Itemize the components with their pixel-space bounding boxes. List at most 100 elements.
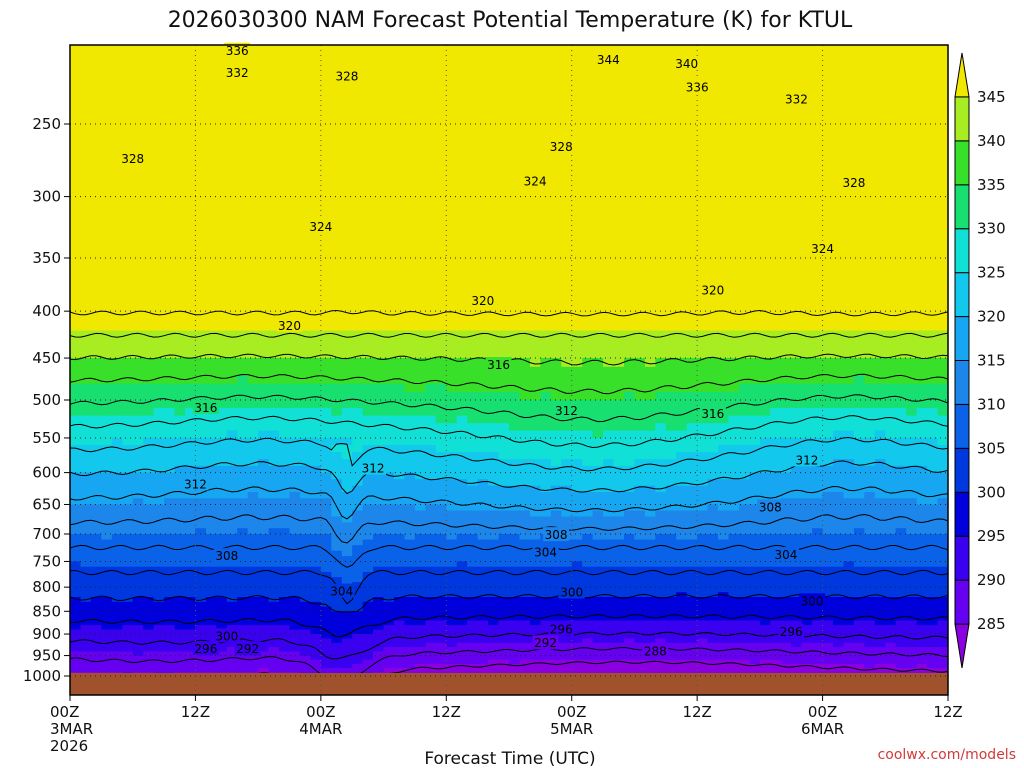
field-cell — [310, 539, 322, 546]
field-cell — [571, 280, 583, 292]
field-cell — [561, 375, 573, 385]
field-cell — [456, 196, 468, 211]
field-cell — [300, 485, 312, 493]
field-cell — [435, 472, 447, 480]
field-cell — [582, 566, 594, 573]
field-cell — [205, 592, 217, 598]
field-cell — [697, 169, 709, 184]
field-cell — [446, 550, 458, 557]
field-cell — [707, 601, 719, 608]
field-cell — [195, 634, 207, 639]
field-cell — [540, 611, 552, 617]
field-cell — [143, 485, 155, 493]
field-cell — [634, 534, 646, 541]
field-cell — [310, 154, 322, 170]
field-cell — [143, 663, 155, 669]
field-cell — [195, 606, 207, 612]
field-cell — [561, 597, 573, 603]
field-cell — [456, 663, 468, 669]
field-cell — [153, 258, 165, 270]
field-cell — [456, 269, 468, 281]
field-cell — [561, 539, 573, 546]
field-cell — [300, 510, 312, 518]
field-cell — [132, 358, 144, 368]
field-cell — [153, 246, 165, 259]
field-cell — [498, 430, 510, 439]
field-cell — [132, 234, 144, 247]
field-cell — [216, 587, 228, 593]
field-cell — [111, 625, 123, 631]
field-cell — [226, 663, 238, 669]
field-cell — [132, 550, 144, 557]
field-cell — [467, 154, 479, 170]
field-cell — [90, 290, 102, 302]
field-cell — [498, 269, 510, 281]
field-cell — [90, 663, 102, 669]
field-cell — [101, 522, 113, 529]
field-cell — [467, 672, 479, 673]
field-cell — [519, 330, 531, 341]
field-cell — [341, 445, 353, 453]
field-cell — [519, 550, 531, 557]
field-cell — [310, 534, 322, 541]
field-cell — [498, 407, 510, 417]
field-cell — [519, 615, 531, 622]
field-cell — [362, 430, 374, 439]
field-cell — [456, 73, 468, 92]
field-cell — [644, 366, 656, 376]
field-cell — [571, 183, 583, 198]
field-cell — [446, 498, 458, 506]
field-cell — [352, 597, 364, 603]
field-cell — [101, 139, 113, 156]
field-cell — [509, 430, 521, 439]
field-cell — [634, 606, 646, 612]
field-cell — [644, 246, 656, 259]
field-cell — [477, 611, 489, 617]
field-cell — [697, 592, 709, 598]
field-cell — [320, 522, 332, 529]
field-cell — [268, 452, 280, 460]
field-cell — [331, 169, 343, 184]
field-cell — [644, 183, 656, 198]
field-cell — [258, 550, 270, 557]
field-cell — [143, 634, 155, 639]
field-cell — [226, 301, 238, 312]
field-cell — [634, 301, 646, 312]
field-cell — [676, 430, 688, 439]
field-cell — [644, 45, 656, 56]
field-cell — [258, 561, 270, 568]
field-cell — [624, 290, 636, 302]
field-cell — [655, 465, 667, 474]
field-cell — [300, 550, 312, 557]
field-cell — [331, 392, 343, 401]
field-cell — [655, 668, 667, 673]
field-cell — [237, 587, 249, 593]
field-cell — [268, 601, 280, 608]
field-cell — [456, 550, 468, 557]
field-cell — [80, 311, 92, 322]
field-cell — [582, 465, 594, 474]
field-cell — [268, 634, 280, 639]
field-cell — [331, 311, 343, 322]
field-cell — [300, 566, 312, 573]
field-cell — [195, 561, 207, 568]
field-cell — [509, 655, 521, 661]
field-cell — [519, 642, 531, 648]
field-cell — [352, 582, 364, 588]
field-cell — [90, 611, 102, 617]
field-cell — [707, 485, 719, 493]
field-cell — [185, 45, 197, 56]
field-cell — [352, 90, 364, 109]
field-cell — [686, 647, 698, 652]
field-cell — [686, 301, 698, 312]
field-cell — [509, 209, 521, 223]
field-cell — [341, 301, 353, 312]
field-cell — [143, 258, 155, 270]
field-cell — [676, 311, 688, 322]
field-cell — [488, 90, 500, 109]
field-cell — [153, 392, 165, 401]
field-cell — [550, 498, 562, 506]
field-cell — [90, 73, 102, 92]
field-cell — [665, 615, 677, 622]
field-cell — [226, 321, 238, 332]
